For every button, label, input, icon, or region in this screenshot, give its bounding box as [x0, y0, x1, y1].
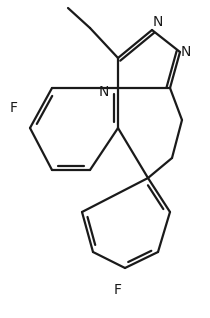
- Text: N: N: [181, 45, 191, 59]
- Text: F: F: [10, 101, 18, 115]
- Text: N: N: [153, 15, 163, 29]
- Text: N: N: [99, 85, 109, 99]
- Text: F: F: [114, 283, 122, 297]
